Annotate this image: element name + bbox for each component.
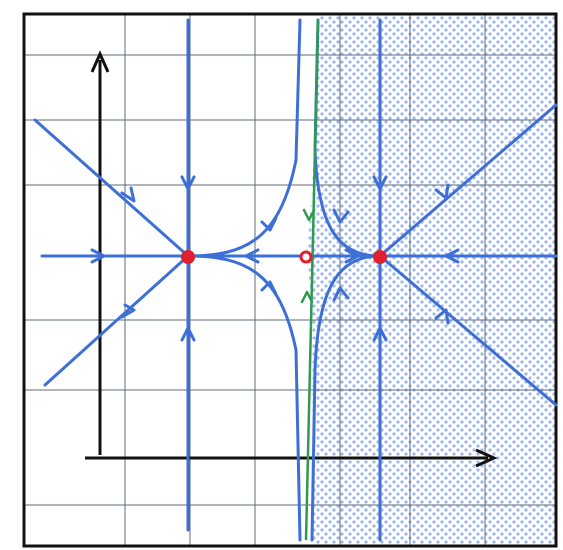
left-node	[181, 250, 195, 264]
arrowhead-icon	[120, 186, 136, 203]
separatrix-arrows	[300, 208, 316, 304]
right-node	[373, 250, 387, 264]
trajectory	[33, 118, 190, 258]
trajectory	[310, 254, 382, 542]
arrowhead-icon	[332, 286, 350, 302]
arrowhead-icon	[300, 290, 314, 304]
arrowhead-icon	[302, 208, 316, 222]
arrowhead-icon	[244, 248, 260, 264]
arrowhead-icon	[434, 183, 450, 200]
arrowhead-icon	[444, 248, 460, 264]
equilibria	[181, 250, 387, 264]
trajectory	[378, 103, 558, 258]
shaded-right-region	[306, 14, 556, 546]
arrowhead-icon	[372, 326, 388, 342]
arrowhead-icon	[260, 280, 278, 296]
trajectory	[43, 254, 190, 387]
arrowhead-icon	[90, 248, 106, 264]
trajectory	[186, 254, 302, 542]
trajectories	[33, 18, 558, 542]
arrowhead-icon	[332, 208, 350, 224]
figure-frame	[22, 12, 558, 548]
arrowhead-icon	[434, 308, 450, 325]
arrowhead-icon	[120, 303, 136, 319]
arrowhead-icon	[372, 175, 388, 191]
arrowhead-icon	[180, 175, 196, 191]
trajectory	[378, 254, 558, 407]
y-axis-arrowhead-icon	[90, 50, 110, 73]
separatrix-line	[304, 19, 320, 541]
arrowhead-icon	[260, 216, 278, 232]
arrowhead-icon	[180, 326, 196, 342]
middle-point	[299, 250, 313, 264]
arrowhead-icon	[344, 248, 360, 264]
x-axis-arrowhead-icon	[475, 448, 498, 468]
flow-arrows	[90, 175, 460, 342]
